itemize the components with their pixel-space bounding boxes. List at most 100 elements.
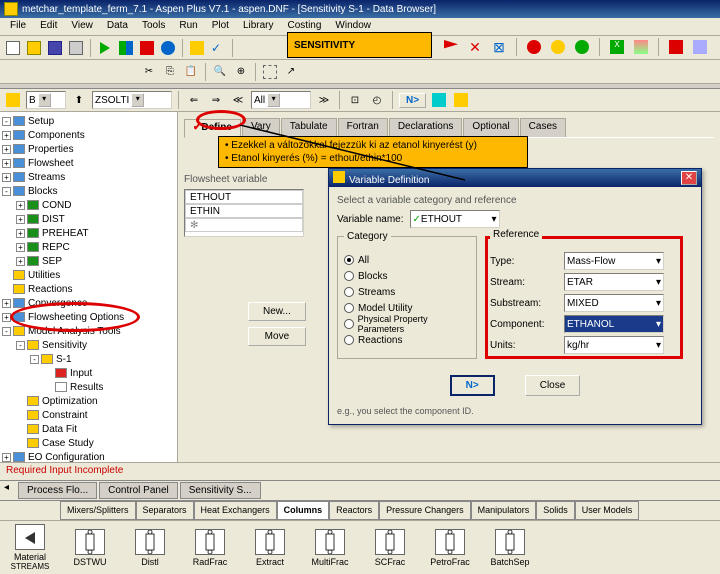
palette-item[interactable]: SCFrac xyxy=(364,529,416,567)
dialog-titlebar[interactable]: Variable Definition ✕ xyxy=(329,169,701,187)
tb-print[interactable] xyxy=(67,39,85,57)
tb-check-icon[interactable]: ✓ xyxy=(209,39,227,57)
tree-item[interactable]: Optimization xyxy=(2,394,175,408)
menu-library[interactable]: Library xyxy=(237,19,280,34)
tree-item[interactable]: Input xyxy=(2,366,175,380)
nav-combo1[interactable]: B▾ xyxy=(26,91,66,109)
tree-item[interactable]: Case Study xyxy=(2,436,175,450)
grid-row-1[interactable]: ETHIN xyxy=(185,204,303,218)
tb-zoom2[interactable]: ⊕ xyxy=(232,63,250,81)
tb-step[interactable] xyxy=(117,39,135,57)
tb-save[interactable] xyxy=(46,39,64,57)
ptab-columns[interactable]: Columns xyxy=(277,501,330,520)
palette-item[interactable]: PetroFrac xyxy=(424,529,476,567)
nav-all-combo[interactable]: All▾ xyxy=(251,91,311,109)
tab-fortran[interactable]: Fortran xyxy=(338,118,388,137)
component-combo[interactable]: ETHANOL▾ xyxy=(564,315,664,333)
nav-first[interactable]: ≪ xyxy=(229,91,247,109)
tree-panel[interactable]: -Setup+Components+Properties+Flowsheet+S… xyxy=(0,112,178,462)
radio-reactions[interactable] xyxy=(344,335,354,345)
tree-item[interactable]: -Blocks xyxy=(2,184,175,198)
tb-run[interactable] xyxy=(96,39,114,57)
tb-x-red[interactable]: ✕ xyxy=(466,38,484,56)
menu-data[interactable]: Data xyxy=(101,19,134,34)
radio-blocks[interactable] xyxy=(344,271,354,281)
radio-streams[interactable] xyxy=(344,287,354,297)
tb-x-blue[interactable]: ⊠ xyxy=(490,38,508,56)
ptab-manipulators[interactable]: Manipulators xyxy=(471,501,537,520)
pal-material[interactable]: Material STREAMS xyxy=(4,524,56,571)
nav-back[interactable]: ⇐ xyxy=(185,91,203,109)
tb-open[interactable] xyxy=(25,39,43,57)
nav-fwd[interactable]: ⇒ xyxy=(207,91,225,109)
tree-item[interactable]: Results xyxy=(2,380,175,394)
tree-item[interactable]: Data Fit xyxy=(2,422,175,436)
tree-item[interactable]: -Sensitivity xyxy=(2,338,175,352)
tb-dot-green[interactable] xyxy=(573,38,591,56)
palette-item[interactable]: MultiFrac xyxy=(304,529,356,567)
nav-tool-d[interactable] xyxy=(452,91,470,109)
palette-item[interactable]: BatchSep xyxy=(484,529,536,567)
menu-tools[interactable]: Tools xyxy=(136,19,171,34)
units-combo[interactable]: kg/hr▾ xyxy=(564,336,664,354)
tab-tabulate[interactable]: Tabulate xyxy=(281,118,337,137)
ptab-mixers[interactable]: Mixers/Splitters xyxy=(60,501,136,520)
tab-optional[interactable]: Optional xyxy=(463,118,518,137)
tb-stop[interactable] xyxy=(138,39,156,57)
type-combo[interactable]: Mass-Flow▾ xyxy=(564,252,664,270)
tree-item[interactable]: +SEP xyxy=(2,254,175,268)
menu-edit[interactable]: Edit xyxy=(34,19,63,34)
tb-zoom1[interactable]: 🔍 xyxy=(211,63,229,81)
menu-view[interactable]: View xyxy=(65,19,99,34)
menu-plot[interactable]: Plot xyxy=(206,19,235,34)
tb-chart[interactable] xyxy=(632,38,650,56)
ptab-reactors[interactable]: Reactors xyxy=(329,501,379,520)
tab-cases[interactable]: Cases xyxy=(520,118,566,137)
tree-item[interactable]: +Properties xyxy=(2,142,175,156)
tab-vary[interactable]: Vary xyxy=(242,118,280,137)
tb-new[interactable] xyxy=(4,39,22,57)
ptab-usermodels[interactable]: User Models xyxy=(575,501,640,520)
dialog-next-button[interactable]: N> xyxy=(450,375,495,396)
tree-item[interactable]: +EO Configuration xyxy=(2,450,175,462)
tb-dot-red[interactable] xyxy=(525,38,543,56)
menu-run[interactable]: Run xyxy=(173,19,203,34)
dialog-close-icon[interactable]: ✕ xyxy=(681,171,697,185)
tree-item[interactable]: +Components xyxy=(2,128,175,142)
btab-control[interactable]: Control Panel xyxy=(99,482,178,499)
tb-tool1[interactable] xyxy=(261,63,279,81)
tree-item[interactable]: Utilities xyxy=(2,268,175,282)
tree-item[interactable]: +REPC xyxy=(2,240,175,254)
tree-item[interactable]: -S-1 xyxy=(2,352,175,366)
nav-user-combo[interactable]: ZSOLTI▾ xyxy=(92,91,172,109)
tree-item[interactable]: Reactions xyxy=(2,282,175,296)
tree-item[interactable]: +Streams xyxy=(2,170,175,184)
tb-cut[interactable]: ✂ xyxy=(140,63,158,81)
tb-misc2[interactable] xyxy=(691,38,709,56)
tb-flag-red[interactable] xyxy=(442,38,460,56)
tb-tool2[interactable]: ↗ xyxy=(282,63,300,81)
palette-item[interactable]: RadFrac xyxy=(184,529,236,567)
tree-item[interactable]: Constraint xyxy=(2,408,175,422)
tb-paste[interactable]: 📋 xyxy=(182,63,200,81)
tree-item[interactable]: +PREHEAT xyxy=(2,226,175,240)
nav-tool-b[interactable]: ◴ xyxy=(368,91,386,109)
tab-declarations[interactable]: Declarations xyxy=(389,118,463,137)
new-button[interactable]: New... xyxy=(248,302,306,321)
nav-next-button[interactable]: N> xyxy=(399,93,426,108)
tb-reset[interactable] xyxy=(159,39,177,57)
ptab-pressure[interactable]: Pressure Changers xyxy=(379,501,471,520)
tree-item[interactable]: +Flowsheet xyxy=(2,156,175,170)
substream-combo[interactable]: MIXED▾ xyxy=(564,294,664,312)
move-button[interactable]: Move xyxy=(248,327,306,346)
tree-item[interactable]: -Setup xyxy=(2,114,175,128)
ptab-solids[interactable]: Solids xyxy=(536,501,575,520)
radio-all[interactable] xyxy=(344,255,354,265)
nav-last[interactable]: ≫ xyxy=(315,91,333,109)
dialog-close-button[interactable]: Close xyxy=(525,375,581,396)
tb-copy[interactable]: ⎘ xyxy=(161,63,179,81)
palette-item[interactable]: Distl xyxy=(124,529,176,567)
btab-sensitivity[interactable]: Sensitivity S... xyxy=(180,482,261,499)
nav-tool-a[interactable]: ⊡ xyxy=(346,91,364,109)
tree-item[interactable]: +DIST xyxy=(2,212,175,226)
